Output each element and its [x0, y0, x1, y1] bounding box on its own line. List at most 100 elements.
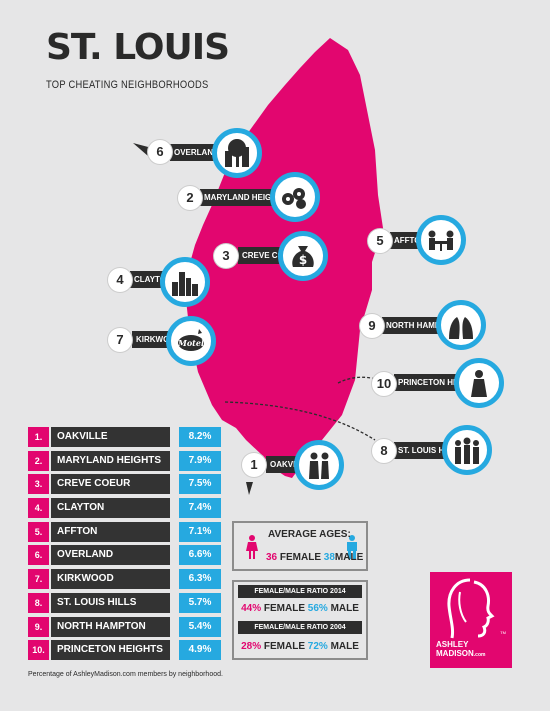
percentage-value: 7.4% [179, 498, 221, 519]
ratio-values-2014: 44% FEMALE 56% MALE [234, 603, 366, 614]
connector-st-louis-hills [224, 401, 376, 441]
woman-silhouette-icon [454, 358, 504, 408]
marker-number: 1 [242, 453, 266, 477]
neighborhood-name: CLAYTON [51, 498, 170, 519]
average-ages-values: 36 FEMALE 38MALE [266, 552, 363, 563]
neighborhood-name: PRINCETON HEIGHTS [51, 640, 170, 661]
marker-number: 10 [372, 372, 396, 396]
marker-number: 8 [372, 439, 396, 463]
marker-number: 2 [178, 186, 202, 210]
female-age: 36 [266, 552, 278, 563]
female-age-label: FEMALE [279, 552, 322, 563]
rank-number: 4. [28, 498, 49, 519]
ashley-madison-logo: ASHLEY MADISON.com TM [430, 572, 512, 668]
marker-number: 3 [214, 244, 238, 268]
male-pct-2004: 72% [307, 641, 328, 652]
male-age-label: MALE [334, 552, 364, 563]
ratio-box: FEMALE/MALE RATIO 2014 44% FEMALE 56% MA… [232, 580, 368, 660]
table-row: 1. OAKVILLE 8.2% [28, 427, 221, 447]
svg-text:$: $ [299, 253, 307, 267]
male-pct-2014: 56% [307, 603, 328, 614]
rank-number: 5. [28, 521, 49, 542]
marker-number: 9 [360, 314, 384, 338]
rank-number: 2. [28, 450, 49, 471]
percentage-value: 7.5% [179, 474, 221, 495]
percentage-value: 6.3% [179, 569, 221, 590]
neighborhood-name: ST. LOUIS HILLS [51, 592, 170, 613]
group-silhouette-icon [442, 425, 492, 475]
marker-number: 5 [368, 229, 392, 253]
logo-suffix: .com [473, 652, 486, 658]
logo-line1: ASHLEY [436, 640, 469, 649]
percentage-value: 5.4% [179, 616, 221, 637]
buildings-tree-icon [212, 128, 262, 178]
female-pct-2004: 28% [241, 641, 262, 652]
logo-tm: TM [500, 630, 506, 635]
casino-chips-icon [270, 172, 320, 222]
table-row: 10. PRINCETON HEIGHTS 4.9% [28, 640, 221, 661]
female-label-2004: FEMALE [263, 641, 305, 652]
percentage-value: 7.9% [179, 450, 221, 471]
rank-number: 10. [28, 640, 49, 661]
table-row: 4. CLAYTON 7.4% [28, 498, 221, 519]
rank-number: 9. [28, 616, 49, 637]
kissing-couple-icon [436, 300, 486, 350]
female-pct-2014: 44% [241, 603, 262, 614]
ranking-table: 1. OAKVILLE 8.2% 2. MARYLAND HEIGHTS 7.9% 3. CR… [28, 427, 221, 664]
ratio-values-2004: 28% FEMALE 72% MALE [234, 641, 366, 652]
footnote: Percentage of AshleyMadison.com members … [28, 671, 223, 678]
svg-text:Motel: Motel [177, 338, 204, 348]
walking-couple-icon [294, 440, 344, 490]
rank-number: 6. [28, 545, 49, 566]
table-row: 8. ST. LOUIS HILLS 5.7% [28, 592, 221, 613]
page-subtitle: TOP CHEATING NEIGHBORHOODS [46, 79, 209, 91]
table-row: 5. AFFTON 7.1% [28, 521, 221, 542]
male-label-2014: MALE [330, 603, 359, 614]
ratio-title-2004: FEMALE/MALE RATIO 2004 [238, 621, 362, 634]
marker-number: 6 [148, 140, 172, 164]
logo-line2: MADISON [436, 649, 474, 658]
ratio-title-2014: FEMALE/MALE RATIO 2014 [238, 585, 362, 598]
percentage-value: 7.1% [179, 521, 221, 542]
average-ages-title: AVERAGE AGES: [268, 529, 351, 540]
neighborhood-name: AFFTON [51, 521, 170, 542]
male-age: 38 [323, 552, 335, 563]
marker-number: 7 [108, 328, 132, 352]
neighborhood-name: NORTH HAMPTON [51, 616, 170, 637]
logo-text: ASHLEY MADISON.com [436, 640, 485, 660]
money-bag-icon: $ [278, 231, 328, 281]
marker-number: 4 [108, 268, 132, 292]
city-skyline-icon [160, 257, 210, 307]
average-ages-box: AVERAGE AGES: 36 FEMALE 38MALE [232, 521, 368, 571]
rank-number: 1. [28, 427, 49, 447]
motel-sign-icon: Motel [166, 316, 216, 366]
rank-number: 7. [28, 569, 49, 590]
female-label-2014: FEMALE [263, 603, 305, 614]
table-row: 2. MARYLAND HEIGHTS 7.9% [28, 450, 221, 471]
male-icon [347, 535, 357, 559]
dinner-table-couple-icon [416, 215, 466, 265]
neighborhood-name: CREVE COEUR [51, 474, 170, 495]
rank-number: 8. [28, 592, 49, 613]
table-row: 3. CREVE COEUR 7.5% [28, 474, 221, 495]
table-row: 9. NORTH HAMPTON 5.4% [28, 616, 221, 637]
neighborhood-name: KIRKWOOD [51, 569, 170, 590]
percentage-value: 4.9% [179, 640, 221, 661]
male-label-2004: MALE [330, 641, 359, 652]
marker-label: MARYLAND HEIGHTS [200, 189, 292, 206]
neighborhood-name: OVERLAND [51, 545, 170, 566]
map-pointer-top [133, 143, 152, 156]
rank-number: 3. [28, 474, 49, 495]
table-row: 6. OVERLAND 6.6% [28, 545, 221, 566]
percentage-value: 8.2% [179, 427, 221, 447]
page-title: ST. LOUIS [46, 27, 230, 68]
percentage-value: 5.7% [179, 592, 221, 613]
table-row: 7. KIRKWOOD 6.3% [28, 569, 221, 590]
female-icon [246, 535, 258, 559]
marker-label: OVERLAND [170, 144, 223, 161]
neighborhood-name: MARYLAND HEIGHTS [51, 450, 170, 471]
percentage-value: 6.6% [179, 545, 221, 566]
map-pointer-bottom [246, 482, 253, 495]
woman-profile-icon [447, 578, 495, 639]
